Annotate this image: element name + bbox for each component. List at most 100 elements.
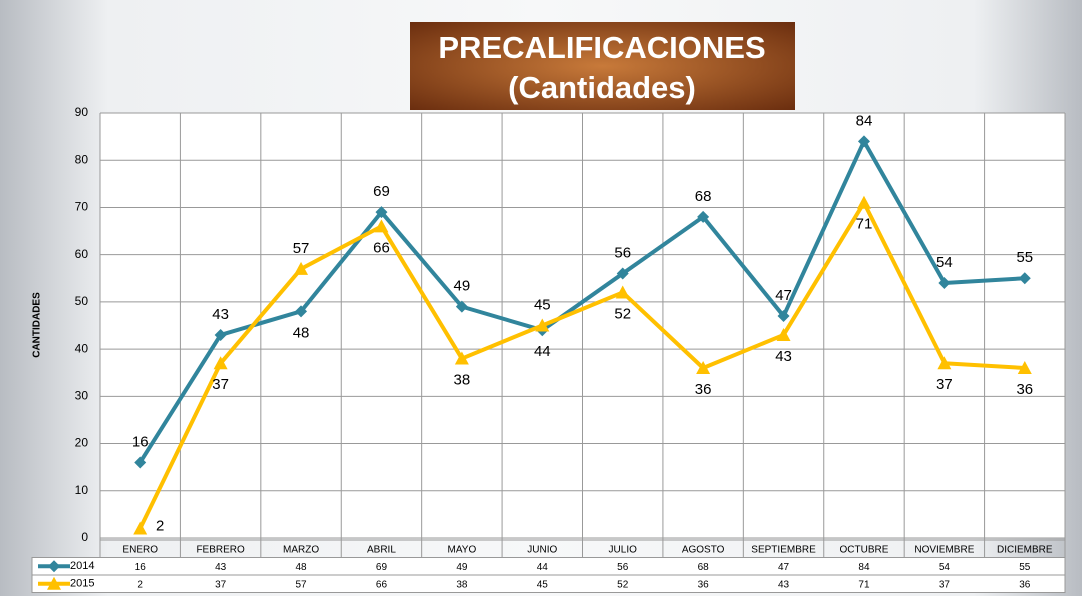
table-value: 45 bbox=[537, 579, 549, 590]
data-label: 44 bbox=[534, 343, 551, 360]
y-tick-label: 30 bbox=[75, 389, 89, 403]
table-value: 55 bbox=[1019, 562, 1031, 573]
table-value: 84 bbox=[858, 562, 870, 573]
marker bbox=[134, 456, 147, 469]
table-value: 44 bbox=[537, 562, 549, 573]
data-label: 47 bbox=[775, 287, 792, 304]
data-label: 36 bbox=[1016, 381, 1033, 398]
data-label: 66 bbox=[373, 239, 390, 256]
legend-label: 2014 bbox=[70, 560, 94, 572]
data-label: 71 bbox=[856, 216, 873, 233]
marker bbox=[133, 521, 148, 535]
marker bbox=[374, 219, 389, 233]
table-value: 36 bbox=[698, 579, 710, 590]
x-tick-label: SEPTIEMBRE bbox=[751, 544, 816, 555]
marker bbox=[294, 261, 309, 275]
legend-marker bbox=[47, 576, 61, 590]
table-value: 54 bbox=[939, 562, 951, 573]
marker bbox=[535, 318, 550, 332]
x-tick-label: DICIEMBRE bbox=[997, 544, 1053, 555]
data-label: 68 bbox=[695, 188, 712, 205]
table-value: 52 bbox=[617, 579, 629, 590]
x-tick-label: JUNIO bbox=[527, 544, 557, 555]
data-label: 45 bbox=[534, 296, 551, 313]
marker bbox=[856, 195, 871, 209]
table-value: 66 bbox=[376, 579, 388, 590]
data-label: 48 bbox=[293, 324, 310, 341]
x-tick-label: NOVIEMBRE bbox=[914, 544, 974, 555]
data-label: 54 bbox=[936, 254, 953, 271]
table-value: 43 bbox=[215, 562, 227, 573]
marker bbox=[615, 285, 630, 299]
marker bbox=[938, 277, 951, 289]
y-tick-label: 0 bbox=[81, 530, 88, 544]
y-tick-label: 20 bbox=[75, 436, 89, 450]
y-tick-label: 70 bbox=[75, 200, 89, 214]
legend-marker bbox=[48, 560, 60, 573]
x-tick-label: ABRIL bbox=[367, 544, 396, 555]
marker bbox=[937, 356, 952, 370]
y-axis-label: CANTIDADES bbox=[32, 292, 43, 358]
x-tick-label: JULIO bbox=[609, 544, 638, 555]
y-tick-label: 90 bbox=[75, 105, 89, 119]
series-line bbox=[138, 200, 1025, 530]
marker bbox=[1017, 361, 1032, 374]
table-value: 68 bbox=[698, 562, 710, 573]
y-tick-label: 10 bbox=[75, 483, 89, 497]
marker bbox=[777, 310, 790, 323]
marker bbox=[696, 361, 711, 374]
marker bbox=[295, 305, 308, 318]
table-value: 37 bbox=[215, 579, 227, 590]
data-label: 43 bbox=[775, 348, 792, 365]
marker bbox=[1018, 272, 1031, 285]
table-value: 16 bbox=[135, 562, 147, 573]
legend-label: 2015 bbox=[70, 578, 94, 590]
table-value: 2 bbox=[137, 579, 143, 590]
marker bbox=[697, 210, 710, 223]
x-tick-label: FEBRERO bbox=[196, 544, 245, 555]
data-label: 37 bbox=[212, 376, 229, 393]
table-value: 69 bbox=[376, 562, 388, 573]
table-value: 43 bbox=[778, 579, 790, 590]
table-value: 71 bbox=[858, 579, 870, 590]
y-tick-label: 40 bbox=[75, 341, 89, 355]
data-label: 49 bbox=[454, 278, 471, 295]
marker bbox=[213, 356, 228, 370]
data-label: 43 bbox=[212, 306, 229, 323]
marker bbox=[375, 206, 388, 219]
data-label: 37 bbox=[936, 376, 953, 393]
data-label: 16 bbox=[132, 433, 149, 450]
table-value: 56 bbox=[617, 562, 629, 573]
x-tick-label: OCTUBRE bbox=[840, 544, 889, 555]
data-label: 38 bbox=[454, 372, 471, 389]
marker bbox=[616, 267, 629, 280]
y-tick-label: 60 bbox=[75, 247, 89, 261]
x-tick-label: ENERO bbox=[122, 544, 158, 555]
x-tick-label: AGOSTO bbox=[682, 544, 725, 555]
table-value: 36 bbox=[1019, 579, 1031, 590]
table-value: 49 bbox=[456, 562, 468, 573]
table-value: 47 bbox=[778, 562, 790, 573]
chart-subtitle: (Cantidades) bbox=[508, 70, 696, 105]
table-value: 48 bbox=[295, 562, 307, 573]
series-line bbox=[138, 139, 1025, 464]
data-label: 56 bbox=[614, 245, 631, 262]
x-tick-label: MARZO bbox=[283, 544, 319, 555]
table-value: 38 bbox=[456, 579, 468, 590]
marker bbox=[776, 327, 791, 341]
chart-title: PRECALIFICACIONES bbox=[438, 30, 765, 65]
marker bbox=[454, 351, 469, 365]
title-box bbox=[410, 22, 795, 110]
data-label: 36 bbox=[695, 381, 712, 398]
data-label: 52 bbox=[614, 305, 631, 322]
marker bbox=[455, 300, 468, 313]
data-label: 69 bbox=[373, 183, 390, 200]
data-label: 57 bbox=[293, 240, 310, 257]
x-tick-label: MAYO bbox=[448, 544, 477, 555]
marker bbox=[857, 135, 870, 148]
y-tick-label: 80 bbox=[75, 152, 89, 166]
marker bbox=[214, 328, 227, 341]
data-label: 55 bbox=[1016, 249, 1033, 266]
y-tick-label: 50 bbox=[75, 294, 89, 308]
